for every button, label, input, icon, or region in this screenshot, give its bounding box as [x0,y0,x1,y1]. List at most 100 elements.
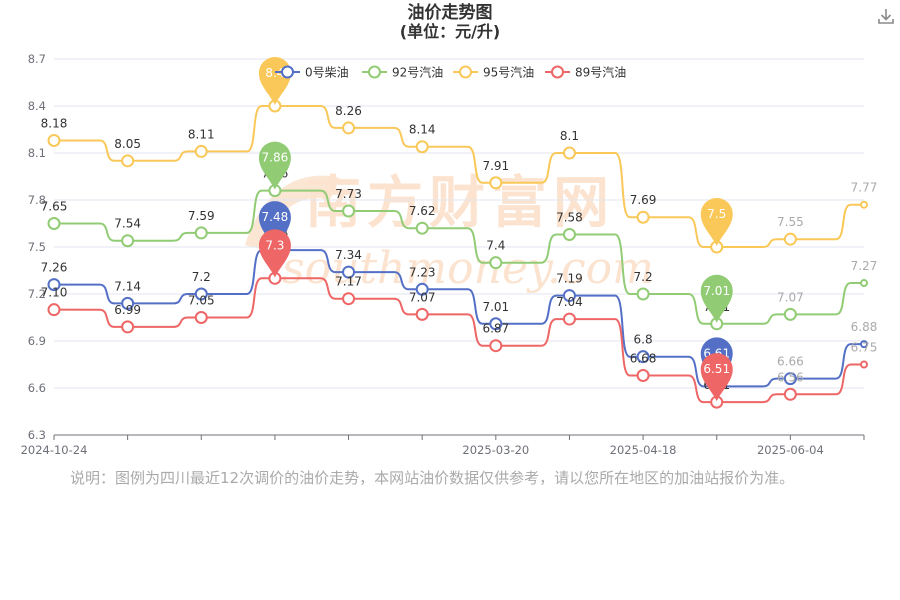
data-label: 6.88 [851,320,878,334]
y-tick-label: 6.9 [28,334,46,348]
data-label: 7.07 [409,290,436,304]
pin-marker: 7.01 [700,274,733,323]
series-line [53,105,864,248]
pin-shape [258,201,291,250]
legend-marker [281,65,294,79]
data-label: 7.34 [335,248,362,262]
data-point [562,289,576,303]
chart-subtitle: (单位：元/升) [400,22,500,41]
data-label: 7.59 [188,209,215,223]
data-label: 7.4 [486,239,505,253]
data-label: 6.66 [777,355,804,369]
data-point [342,292,356,306]
pin-marker: 7.5 [700,198,733,246]
pin-label: 7.5 [707,207,726,221]
series-line [54,189,864,325]
data-point [636,287,650,301]
data-point [860,279,868,288]
y-tick-label: 6.6 [28,381,46,395]
legend-item[interactable]: 0号柴油 [275,65,349,80]
data-label: 6.75 [851,341,878,355]
pin-label: 7.3 [265,238,284,252]
data-point [121,296,135,310]
data-point [342,121,356,135]
data-point [860,340,868,349]
data-point [47,217,61,230]
pin-shape [258,229,291,278]
x-tick-label: 2025-06-04 [757,443,824,457]
data-point [636,210,650,224]
data-label: 7.2 [634,270,653,284]
data-label: 7.23 [409,265,436,279]
legend-label: 92号汽油 [392,65,443,80]
data-label: 7.69 [630,193,657,207]
pin-marker: 7.3 [258,229,291,278]
data-point [562,312,576,326]
data-point [636,350,650,364]
data-label: 7.14 [114,279,141,293]
data-label: 7.58 [556,210,583,224]
data-label: 8.11 [188,127,215,141]
data-point [194,311,208,324]
data-label: 7.05 [188,294,215,308]
pin-shape [258,57,291,105]
max-min-pins: 7.486.617.867.018.47.57.36.51 [258,57,733,402]
y-tick-label: 6.3 [28,428,46,442]
data-label: 6.87 [482,322,509,336]
data-label: 7.54 [114,217,141,231]
pin-label: 8.4 [265,66,284,80]
data-label: 8.26 [335,104,362,118]
data-point [121,234,135,248]
data-label: 7.07 [777,290,804,304]
pin-shape [700,198,733,246]
grid-lines [54,58,864,389]
pin-marker: 6.51 [700,353,733,402]
pin-marker: 7.48 [258,201,291,250]
pin-shape [700,353,733,402]
y-tick-label: 7.5 [28,240,46,254]
data-label: 7.55 [777,215,804,229]
data-point [121,154,135,168]
data-label: 7.65 [41,200,68,214]
data-point [489,317,503,331]
legend-marker [368,65,381,79]
y-tick-label: 7.2 [28,287,46,301]
legend-marker [459,65,472,79]
data-label: 7.27 [851,259,878,273]
data-point [860,360,868,369]
data-point [47,133,61,147]
pin-label: 7.48 [262,210,289,224]
data-point [489,176,503,190]
data-label: 8.1 [560,129,579,143]
pin-label: 6.51 [703,362,730,376]
y-tick-label: 8.7 [28,52,46,66]
data-label: 7.73 [335,187,362,201]
data-label: 6.8 [634,333,653,347]
data-label: 7.62 [409,204,436,218]
chart-title: 油价走势图 [408,2,493,23]
data-point [783,232,797,246]
legend-item[interactable]: 92号汽油 [362,65,443,80]
x-tick-label: 2025-03-20 [462,443,529,457]
data-point [783,307,797,321]
legend-item[interactable]: 95号汽油 [453,65,534,80]
legend-label: 0号柴油 [305,66,349,80]
data-label: 7.04 [556,295,583,309]
data-label: 7.2 [192,270,211,284]
data-point [415,307,429,321]
data-point [415,140,429,154]
data-label: 8.18 [41,116,68,130]
series-line [53,277,864,404]
x-tick-label: 2024-10-24 [21,443,88,457]
download-icon[interactable] [876,6,896,26]
legend-item[interactable]: 89号汽油 [545,65,626,80]
data-point [47,303,61,317]
data-point [562,227,576,241]
data-point [415,221,429,235]
y-tick-label: 8.1 [28,146,46,160]
pin-marker: 8.4 [258,57,291,105]
y-tick-label: 8.4 [28,99,46,113]
data-label: 7.26 [41,261,68,275]
